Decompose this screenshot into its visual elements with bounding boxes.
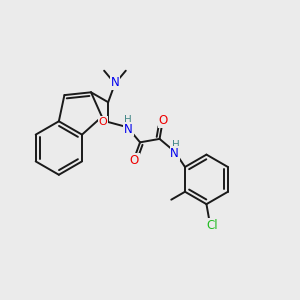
Text: H: H — [124, 115, 132, 125]
Text: O: O — [158, 114, 168, 127]
Text: O: O — [98, 117, 107, 127]
Text: O: O — [130, 154, 139, 167]
Text: H: H — [172, 140, 180, 150]
Text: N: N — [170, 147, 179, 160]
Text: N: N — [111, 76, 119, 89]
Text: N: N — [124, 123, 133, 136]
Text: Cl: Cl — [207, 219, 218, 232]
